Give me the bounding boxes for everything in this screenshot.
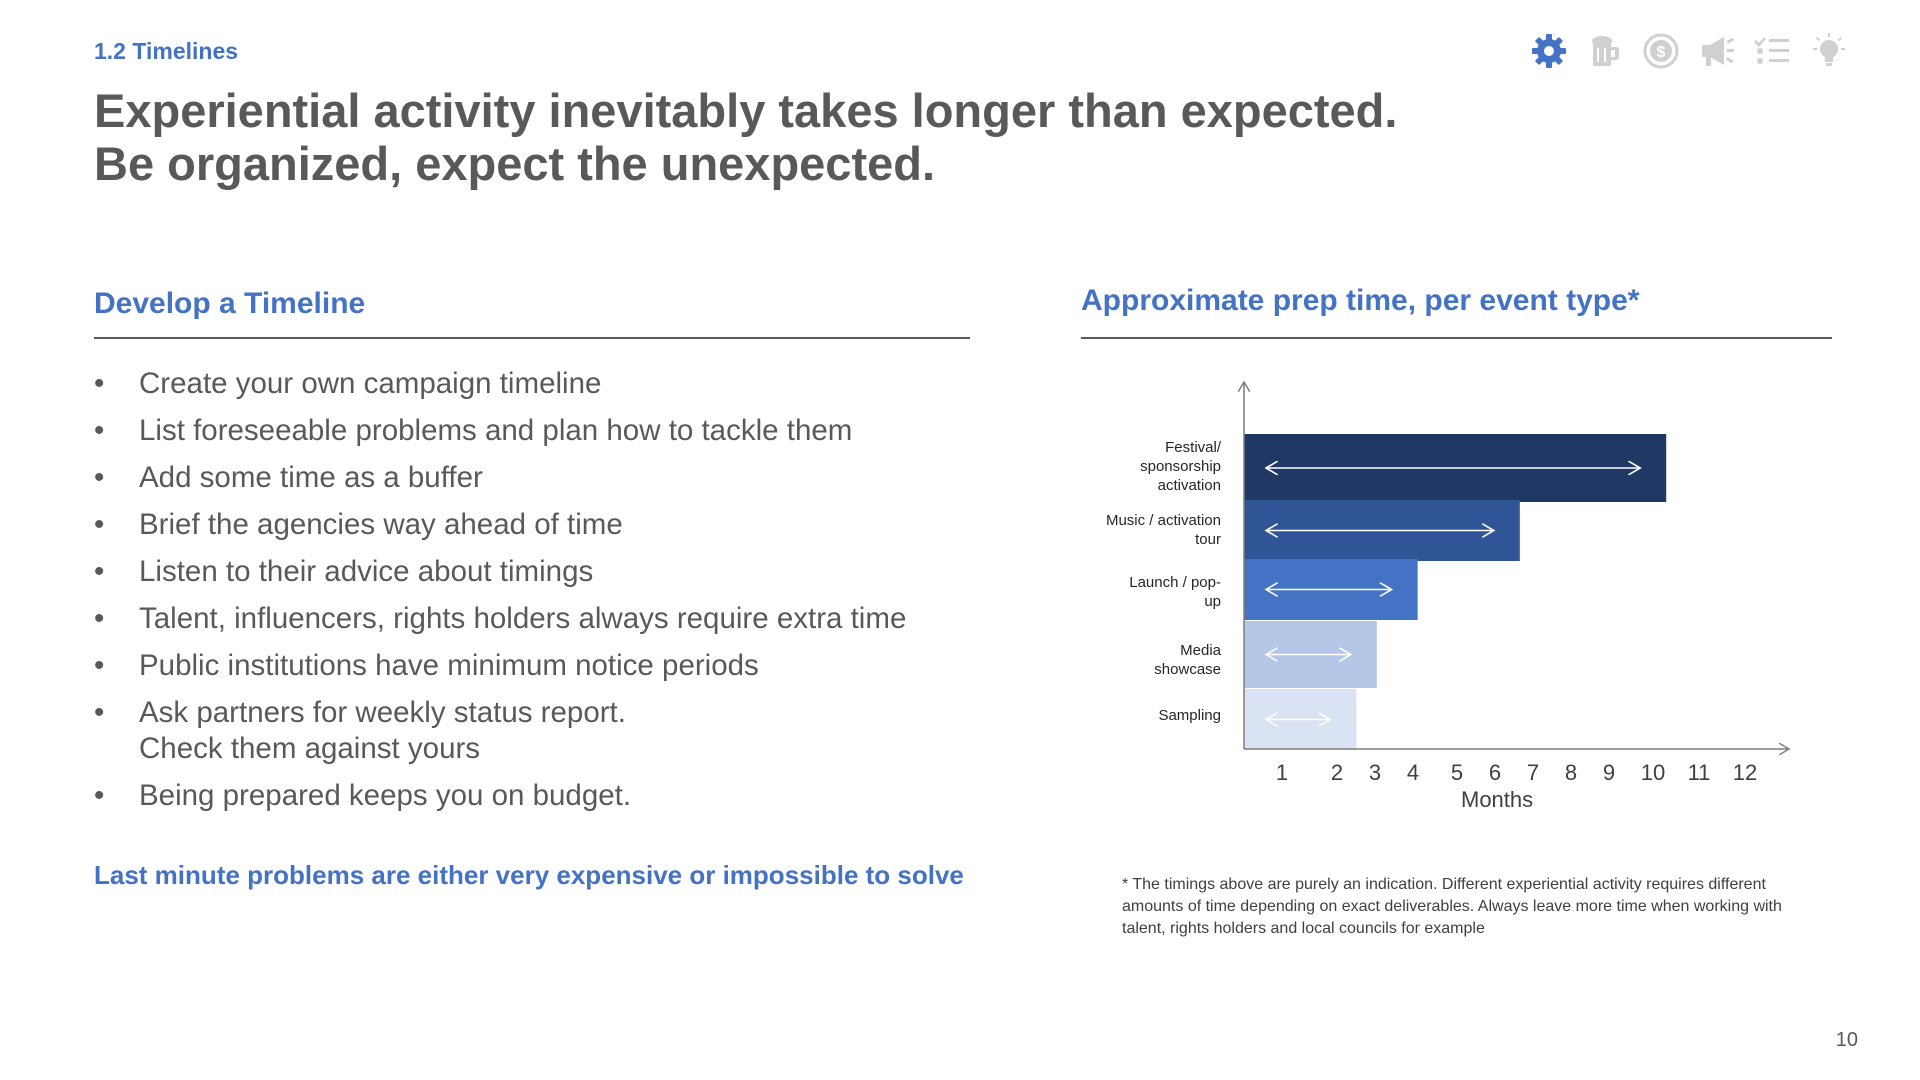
list-item: • Ask partners for weekly status report. … xyxy=(94,696,626,765)
list-item: • Brief the agencies way ahead of time xyxy=(94,508,623,541)
category-label: Launch / pop-up xyxy=(1129,574,1221,610)
gear-icon[interactable] xyxy=(1530,32,1568,70)
title-line-2: Be organized, expect the unexpected. xyxy=(94,137,935,190)
x-axis-label: Months xyxy=(1461,787,1534,812)
title-line-1: Experiential activity inevitably takes l… xyxy=(94,84,1398,137)
x-tick-label: 2 xyxy=(1331,760,1343,785)
svg-text:$: $ xyxy=(1657,44,1666,61)
x-tick-label: 12 xyxy=(1733,760,1757,785)
page-title: Experiential activity inevitably takes l… xyxy=(94,84,1397,190)
bullet-list: • Create your own campaign timeline • List… xyxy=(94,366,994,825)
left-heading: Develop a Timeline xyxy=(94,287,366,320)
page-number: 10 xyxy=(1835,1029,1858,1051)
x-tick-label: 7 xyxy=(1527,760,1539,785)
category-label: Festival/sponsorship activation xyxy=(1140,439,1221,494)
callout-text: Last minute problems are either very exp… xyxy=(94,860,964,890)
x-tick-label: 3 xyxy=(1369,760,1381,785)
x-tick-label: 5 xyxy=(1451,760,1463,785)
x-tick-label: 1 xyxy=(1276,760,1288,785)
list-item: • Talent, influencers, rights holders alw… xyxy=(94,602,907,635)
list-item: • Being prepared keeps you on budget. xyxy=(94,779,632,812)
chart-heading: Approximate prep time, per event type* xyxy=(1081,284,1640,317)
x-tick-label: 6 xyxy=(1489,760,1501,785)
list-item: • Public institutions have minimum notice… xyxy=(94,649,759,682)
right-divider xyxy=(1081,337,1832,339)
category-labels: Festival/sponsorship activation Music / ac… xyxy=(1081,370,1221,750)
x-tick-label: 4 xyxy=(1407,760,1419,785)
category-label: Sampling xyxy=(1158,707,1221,724)
section-nav: $ xyxy=(1530,32,1848,70)
list-item: • List foreseeable problems and plan how … xyxy=(94,414,853,447)
list-item: • Create your own campaign timeline xyxy=(94,367,602,400)
x-tick-label: 8 xyxy=(1565,760,1577,785)
list-item: • Listen to their advice about timings xyxy=(94,555,594,588)
x-tick-label: 9 xyxy=(1603,760,1615,785)
footnote: * The timings above are purely an indica… xyxy=(1122,876,1782,937)
section-tag: 1.2 Timelines xyxy=(94,38,239,64)
list-item: • Add some time as a buffer xyxy=(94,461,483,494)
left-divider xyxy=(94,337,970,339)
chart-plot: 1 2 3 4 5 6 7 8 9 10 11 12 xyxy=(1081,370,1841,785)
dollar-coin-icon[interactable]: $ xyxy=(1642,32,1680,70)
category-label: Music / activation tour xyxy=(1105,512,1221,548)
x-tick-label: 10 xyxy=(1641,760,1665,785)
checklist-icon[interactable] xyxy=(1754,32,1792,70)
beer-mug-icon[interactable] xyxy=(1586,32,1624,70)
category-label: Media showcase xyxy=(1154,642,1221,678)
prep-time-chart: Festival/sponsorship activation Music / ac… xyxy=(1081,370,1841,830)
x-tick-label: 11 xyxy=(1688,760,1711,785)
lightbulb-icon[interactable] xyxy=(1810,32,1848,70)
megaphone-icon[interactable] xyxy=(1698,32,1736,70)
